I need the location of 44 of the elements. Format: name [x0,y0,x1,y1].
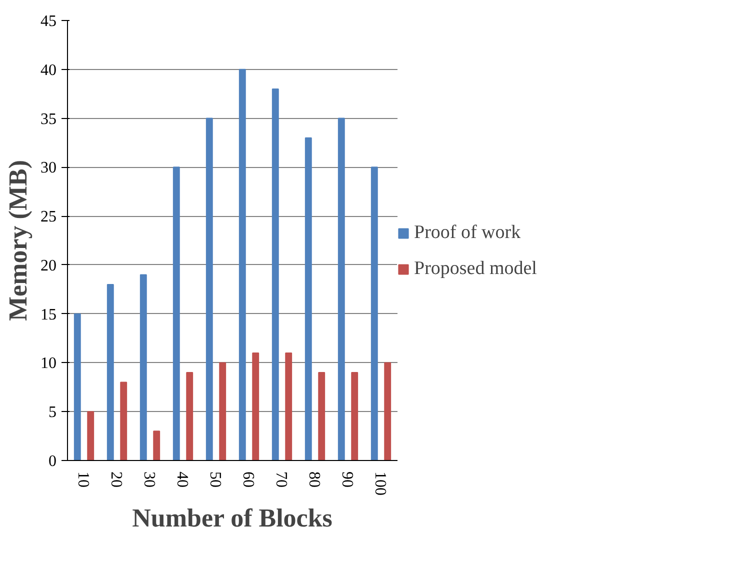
y-tick-label: 40 [40,62,56,79]
bar [153,430,160,460]
bar [338,118,345,460]
bar [272,88,279,460]
y-tick-label: 0 [48,453,56,470]
bar [172,166,180,460]
x-tick-label: 80 [306,472,322,488]
bar [351,372,358,460]
x-tick-label: 70 [272,472,290,488]
y-tick-label: 35 [40,110,56,128]
y-tick-label: 25 [40,208,56,226]
bar [285,352,292,460]
bar [219,362,226,460]
y-tick-label: 45 [40,13,56,30]
x-tick-label: 20 [108,472,124,488]
bar [238,68,246,460]
x-tick-label: 30 [140,472,158,488]
x-tick-label: 60 [240,472,256,488]
y-tick-label: 15 [40,306,56,324]
x-tick-label: 40 [174,472,190,488]
bar [370,166,378,460]
bar [252,352,260,460]
x-tick-label: 10 [74,472,92,488]
bar [87,411,94,460]
bar [120,382,128,460]
legend-label: Proof of work [414,222,521,244]
x-tick-label: 100 [372,472,388,496]
bar [318,372,326,460]
bar [186,372,194,460]
x-tick-label: 50 [206,472,224,488]
y-tick-label: 20 [40,257,56,274]
bar [106,284,114,460]
bar [140,274,147,460]
x-tick-label: 90 [338,472,356,488]
bar [384,362,392,460]
y-tick-label: 30 [40,160,56,177]
x-axis-title: Number of Blocks [132,504,332,532]
bar [74,313,81,460]
legend-label: Proposed model [414,258,537,280]
y-tick-label: 5 [48,404,56,422]
bar [304,137,312,460]
y-axis-title: Memory (MB) [4,160,32,321]
y-tick-label: 10 [40,355,56,372]
bar [206,118,213,460]
